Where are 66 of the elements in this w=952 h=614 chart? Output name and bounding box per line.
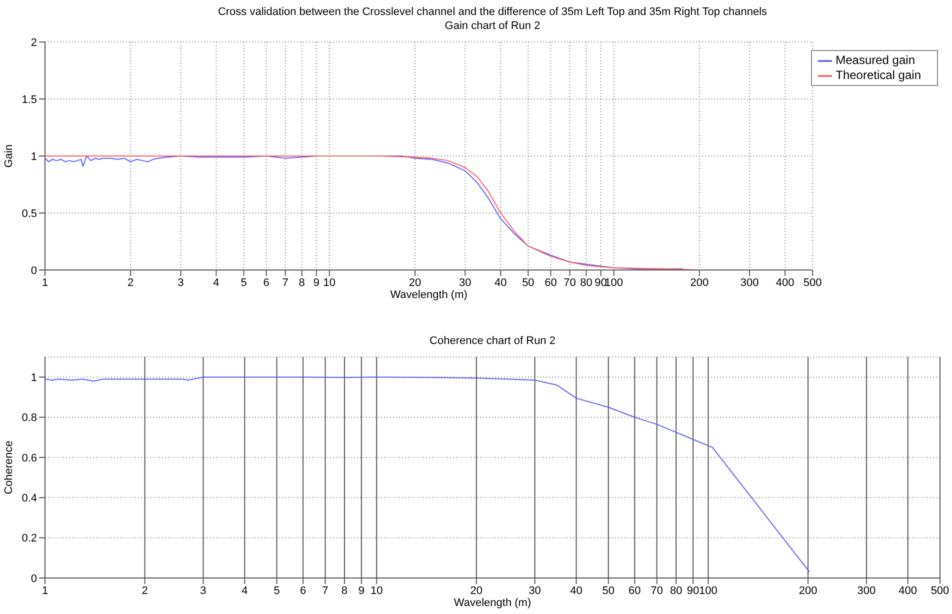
- x-tick-label: 50: [522, 276, 534, 289]
- x-tick-label: 4: [242, 584, 248, 597]
- x-tick-label: 5: [240, 276, 247, 289]
- x-tick-label: 300: [740, 276, 759, 289]
- x-tick-label: 200: [690, 276, 709, 289]
- x-tick-label: 4: [213, 276, 220, 289]
- x-tick-label: 300: [857, 584, 876, 597]
- x-tick-label: 2: [128, 276, 134, 289]
- y-tick-label: 0: [30, 264, 37, 277]
- y-tick-label: 0.6: [22, 452, 37, 464]
- y-tick-label: 0.4: [22, 492, 37, 505]
- y-axis-title: Gain: [2, 144, 15, 168]
- x-tick-label: 10: [323, 276, 336, 289]
- x-tick-label: 40: [494, 276, 507, 289]
- x-tick-label: 7: [322, 584, 328, 597]
- x-tick-label: 5: [274, 584, 280, 597]
- chart-title: Coherence chart of Run 2: [428, 335, 556, 347]
- x-tick-label: 60: [628, 584, 641, 597]
- x-tick-label: 500: [930, 584, 950, 597]
- x-tick-label: 100: [604, 276, 623, 289]
- x-tick-label: 9: [313, 276, 320, 289]
- x-tick-label: 40: [570, 584, 582, 597]
- x-tick-label: 30: [528, 584, 541, 597]
- chart-title: Cross validation between the Crosslevel channel and the difference of 35m Left Top and 35m Right Top channels: [216, 6, 768, 18]
- y-tick-label: 1: [30, 150, 37, 163]
- y-tick-label: 0.8: [22, 412, 37, 424]
- x-tick-label: 70: [650, 584, 663, 597]
- x-tick-label: 100: [699, 584, 718, 597]
- x-tick-label: 6: [300, 584, 306, 597]
- legend-label: Theoretical gain: [836, 68, 921, 82]
- x-tick-label: 80: [580, 276, 592, 289]
- x-tick-label: 90: [594, 276, 607, 289]
- y-tick-label: 1.5: [22, 94, 37, 106]
- x-tick-label: 1: [42, 584, 48, 597]
- x-tick-label: 10: [370, 584, 383, 597]
- x-tick-label: 50: [602, 584, 615, 597]
- y-tick-label: 2: [30, 36, 37, 49]
- y-tick-label: 0: [30, 572, 37, 585]
- x-tick-label: 2: [142, 584, 148, 597]
- x-axis-title: Wavelength (m): [454, 597, 532, 609]
- x-tick-label: 20: [470, 584, 483, 597]
- x-tick-label: 400: [898, 584, 918, 597]
- x-tick-label: 3: [200, 584, 206, 597]
- x-tick-label: 200: [798, 584, 818, 597]
- y-tick-label: 0.2: [22, 532, 37, 545]
- y-tick-label: 0.5: [22, 208, 37, 220]
- legend-label: Measured gain: [836, 53, 915, 67]
- x-tick-label: 80: [670, 584, 682, 597]
- chart-subtitle: Gain chart of Run 2: [444, 20, 542, 32]
- x-tick-label: 70: [564, 276, 576, 289]
- x-tick-label: 7: [282, 276, 288, 289]
- x-tick-label: 20: [408, 276, 422, 289]
- x-tick-label: 8: [341, 584, 348, 597]
- x-tick-label: 9: [358, 584, 364, 597]
- x-tick-label: 90: [686, 584, 700, 597]
- x-tick-label: 500: [803, 276, 822, 289]
- x-tick-label: 400: [776, 276, 794, 289]
- x-tick-label: 6: [263, 276, 270, 289]
- y-axis-title: Coherence: [2, 440, 15, 494]
- x-tick-label: 8: [298, 276, 305, 289]
- x-tick-label: 60: [544, 276, 557, 289]
- x-axis-title: Wavelength (m): [390, 289, 468, 301]
- y-tick-label: 1: [30, 372, 37, 384]
- x-tick-label: 1: [42, 276, 48, 289]
- x-tick-label: 3: [178, 276, 184, 289]
- x-tick-label: 30: [458, 276, 472, 289]
